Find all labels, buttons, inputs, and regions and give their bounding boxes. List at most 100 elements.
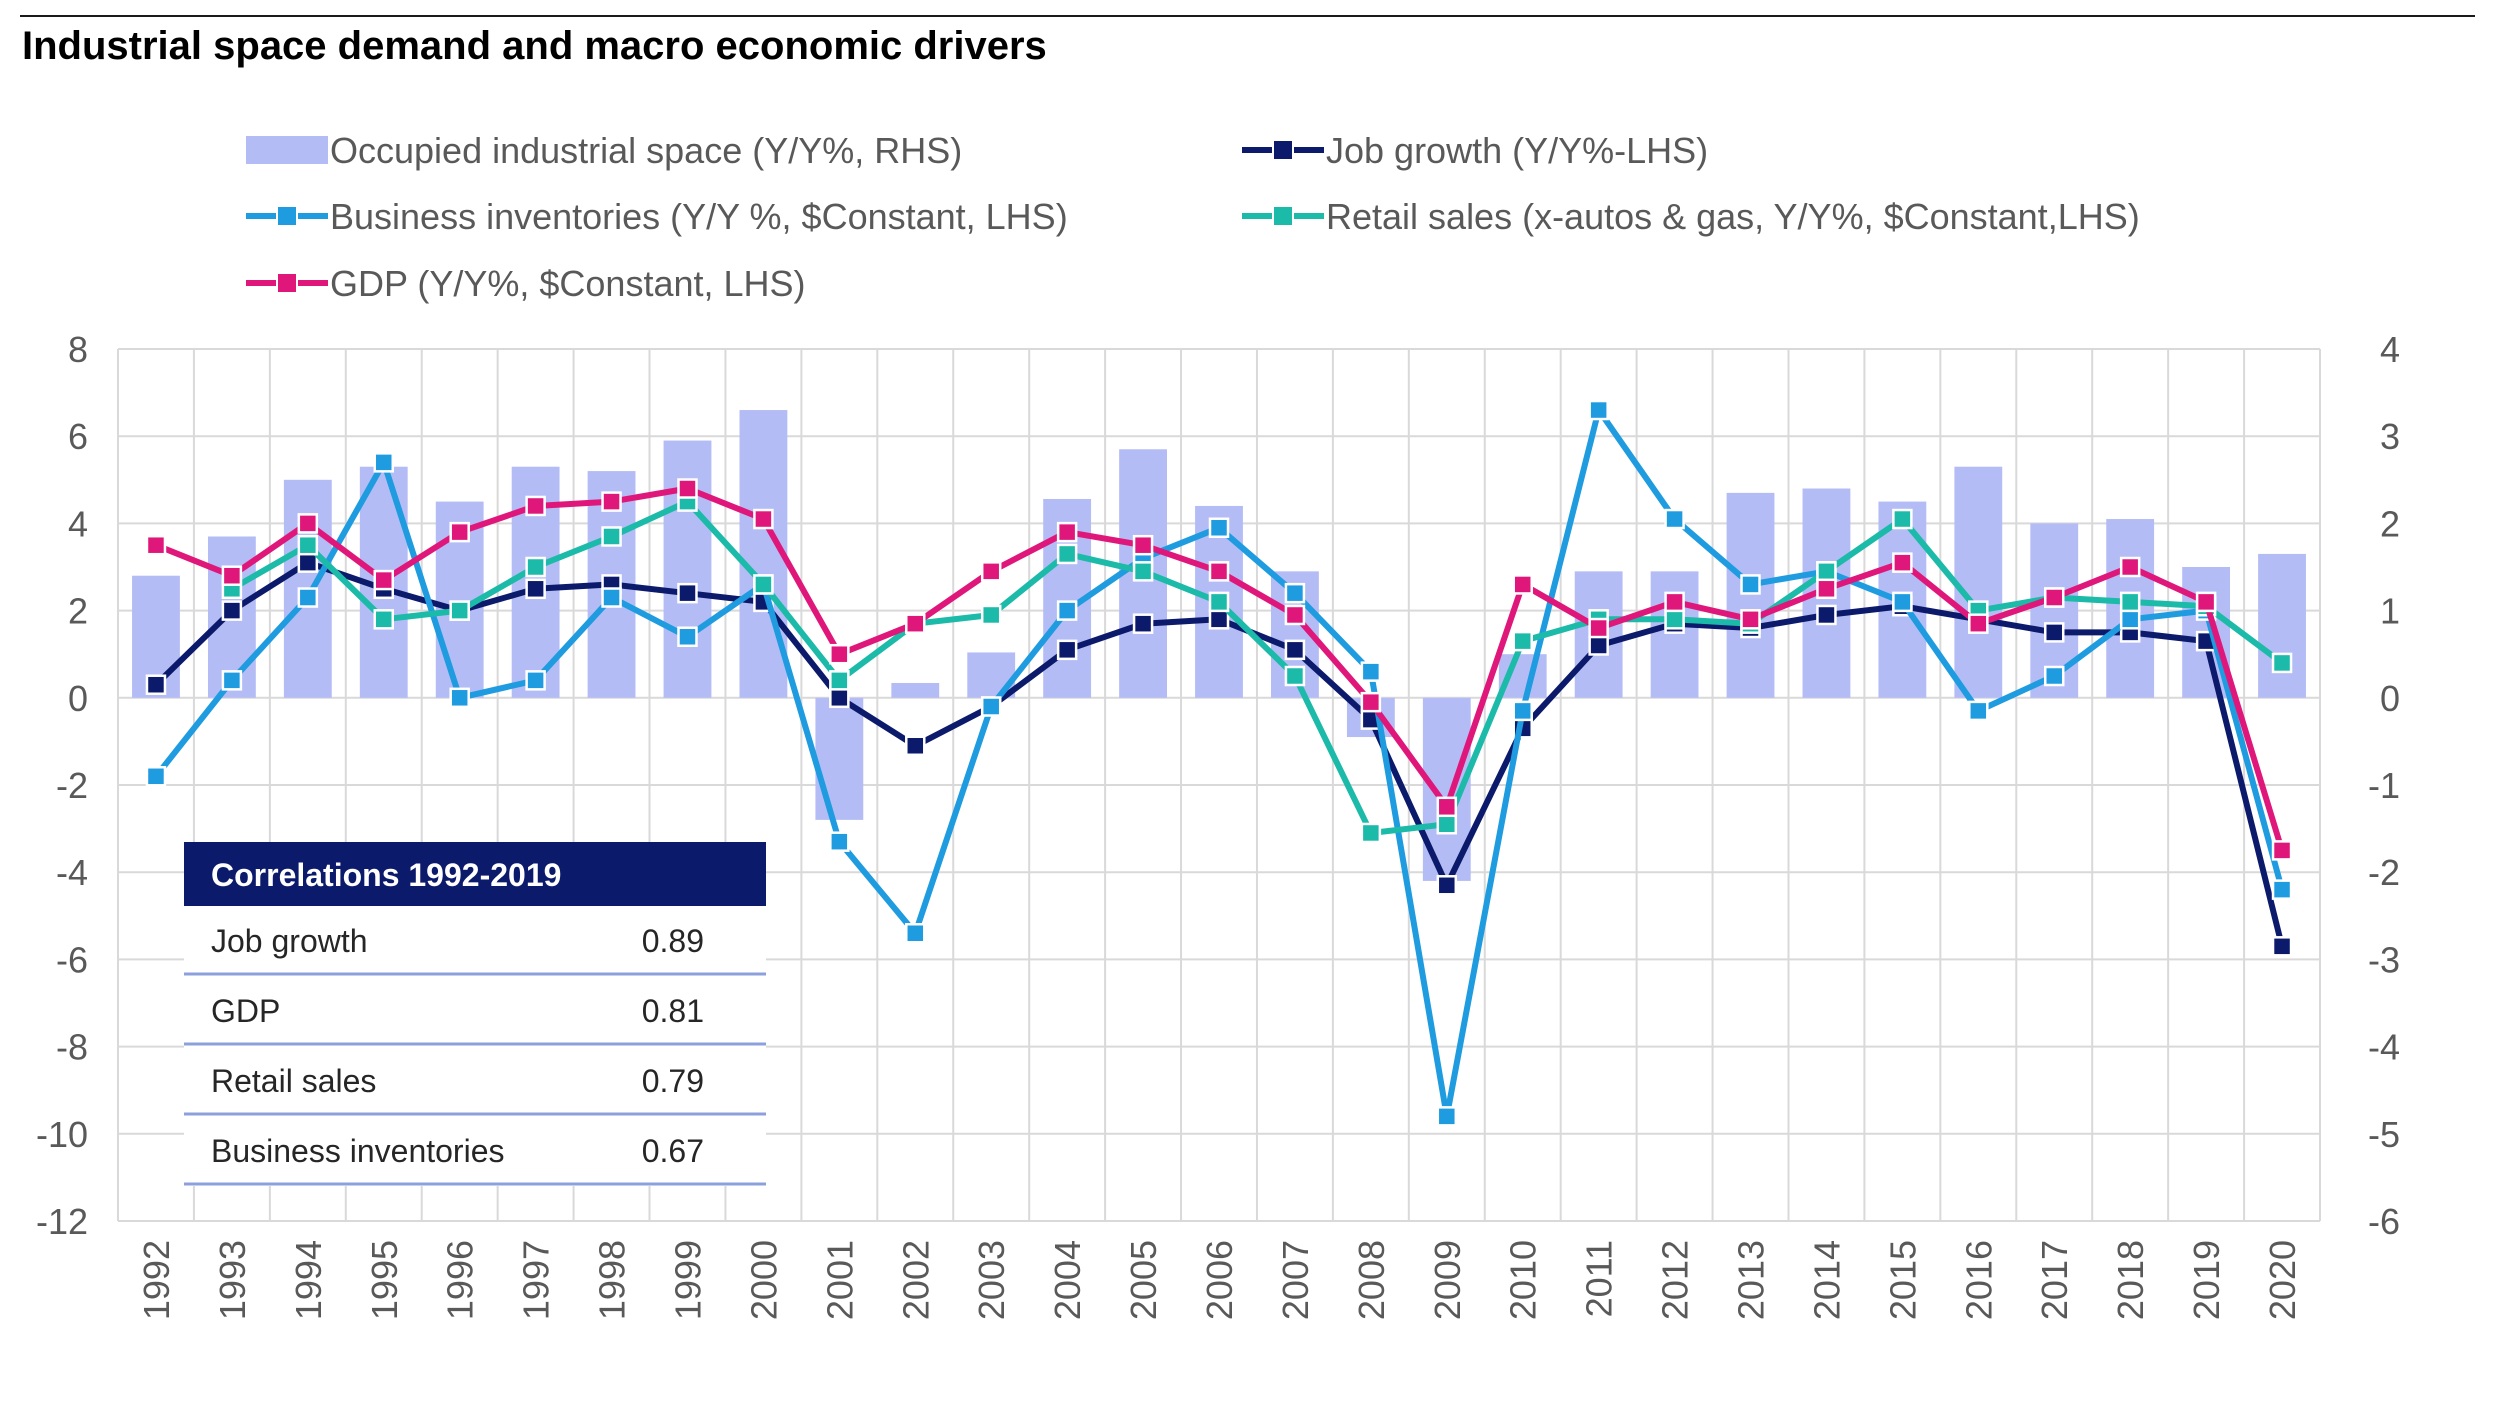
left-tick-label: -10 <box>36 1114 88 1155</box>
series-marker <box>1284 582 1306 604</box>
series-marker <box>1208 517 1230 539</box>
right-tick-label: 4 <box>2380 329 2400 370</box>
series-marker <box>829 670 850 691</box>
x-tick-label: 1998 <box>592 1240 633 1320</box>
legend-label: GDP (Y/Y%, $Constant, LHS) <box>330 263 806 304</box>
series-marker <box>449 600 470 621</box>
series-marker <box>2043 622 2065 643</box>
series-marker <box>829 687 850 709</box>
series-marker <box>221 670 243 691</box>
series-marker <box>601 491 622 512</box>
x-tick-label: 1993 <box>212 1240 253 1320</box>
x-tick-label: 1996 <box>440 1240 481 1320</box>
series-marker <box>1816 604 1837 626</box>
x-tick-label: 2009 <box>1427 1240 1468 1320</box>
series-marker <box>1132 534 1154 556</box>
legend-swatch <box>246 136 328 164</box>
x-tick-label: 1997 <box>516 1240 557 1320</box>
table-row-value: 0.89 <box>642 923 704 959</box>
series-marker <box>373 569 395 591</box>
series-marker <box>980 696 1002 717</box>
series-marker <box>1436 813 1458 835</box>
legend: Occupied industrial space (Y/Y%, RHS) Job… <box>246 130 2140 304</box>
legend-swatch-marker <box>1272 139 1294 161</box>
series-marker <box>1360 661 1382 682</box>
left-tick-label: -4 <box>56 852 88 893</box>
legend-swatch-marker <box>276 272 298 294</box>
x-tick-label: 2016 <box>1958 1240 1999 1320</box>
x-tick-label: 2008 <box>1351 1240 1392 1320</box>
bar-series <box>132 410 2306 881</box>
series-marker <box>1740 574 1761 595</box>
series-marker <box>1664 591 1685 613</box>
series-marker <box>297 513 319 534</box>
series-marker <box>297 587 319 608</box>
left-axis: 8 6 4 2 0 -2 -4 -6 -8 -10 -12 <box>36 329 88 1242</box>
series-marker <box>1056 521 1078 543</box>
legend-swatch-marker <box>1272 205 1294 227</box>
series-marker <box>1056 543 1078 565</box>
table-row-value: 0.67 <box>642 1133 704 1169</box>
series-marker <box>1512 630 1533 652</box>
bar-2020 <box>2258 553 2306 698</box>
series-marker <box>145 674 167 695</box>
correlation-table: Correlations 1992-2019 Job growth 0.89 GDP 0… <box>184 842 766 1186</box>
series-marker <box>1588 617 1609 639</box>
series-marker <box>677 582 698 604</box>
right-tick-label: -1 <box>2368 765 2400 806</box>
x-tick-label: 2015 <box>1882 1240 1923 1320</box>
table-row: Business inventories 0.67 <box>184 1133 766 1186</box>
series-marker <box>1056 600 1078 621</box>
series-marker <box>753 574 774 595</box>
series-marker <box>1436 1106 1458 1127</box>
series-marker <box>2043 665 2065 687</box>
series-marker <box>829 643 850 665</box>
x-tick-label: 2000 <box>743 1240 784 1320</box>
bar-2013 <box>1726 492 1775 698</box>
series-marker <box>2271 936 2293 957</box>
series-marker <box>1284 604 1306 626</box>
table-header-text: Correlations 1992-2019 <box>211 857 561 893</box>
series-marker <box>980 561 1002 582</box>
bar-2002 <box>891 682 940 698</box>
x-tick-label: 2001 <box>819 1240 860 1320</box>
legend-item: Business inventories (Y/Y %, $Constant, … <box>246 196 1068 237</box>
series-marker <box>905 735 926 757</box>
series-marker <box>2119 556 2141 578</box>
series-marker <box>1360 822 1382 844</box>
series-marker <box>905 922 926 944</box>
x-tick-label: 2003 <box>971 1240 1012 1320</box>
series-marker <box>525 670 546 691</box>
series-marker <box>449 687 470 709</box>
x-tick-label: 2020 <box>2262 1240 2303 1320</box>
series-marker <box>145 766 167 787</box>
table-row-value: 0.79 <box>642 1063 704 1099</box>
left-tick-label: 4 <box>68 503 88 544</box>
legend-label: Retail sales (x-autos & gas, Y/Y%, $Cons… <box>1326 196 2140 237</box>
series-marker <box>1664 508 1685 530</box>
x-tick-label: 2002 <box>895 1240 936 1320</box>
series-marker <box>2119 609 2141 630</box>
bar-2001 <box>815 697 864 820</box>
right-tick-label: -4 <box>2368 1027 2400 1068</box>
series-marker <box>980 604 1002 626</box>
right-tick-label: -6 <box>2368 1201 2400 1242</box>
right-tick-label: 3 <box>2380 416 2400 457</box>
series-marker <box>1208 561 1230 582</box>
left-tick-label: -12 <box>36 1201 88 1242</box>
left-tick-label: -8 <box>56 1027 88 1068</box>
series-marker <box>297 534 319 556</box>
series-marker <box>2271 840 2293 861</box>
x-tick-label: 2012 <box>1655 1240 1696 1320</box>
legend-label: Business inventories (Y/Y %, $Constant, … <box>330 196 1068 237</box>
series-marker <box>1968 613 1989 634</box>
right-tick-label: 0 <box>2380 678 2400 719</box>
legend-swatch-marker <box>276 205 298 227</box>
legend-item: Retail sales (x-autos & gas, Y/Y%, $Cons… <box>1242 196 2140 237</box>
x-tick-label: 1994 <box>288 1240 329 1320</box>
series-marker <box>2043 587 2065 608</box>
left-tick-label: 2 <box>68 591 88 632</box>
series-marker <box>2271 879 2293 900</box>
